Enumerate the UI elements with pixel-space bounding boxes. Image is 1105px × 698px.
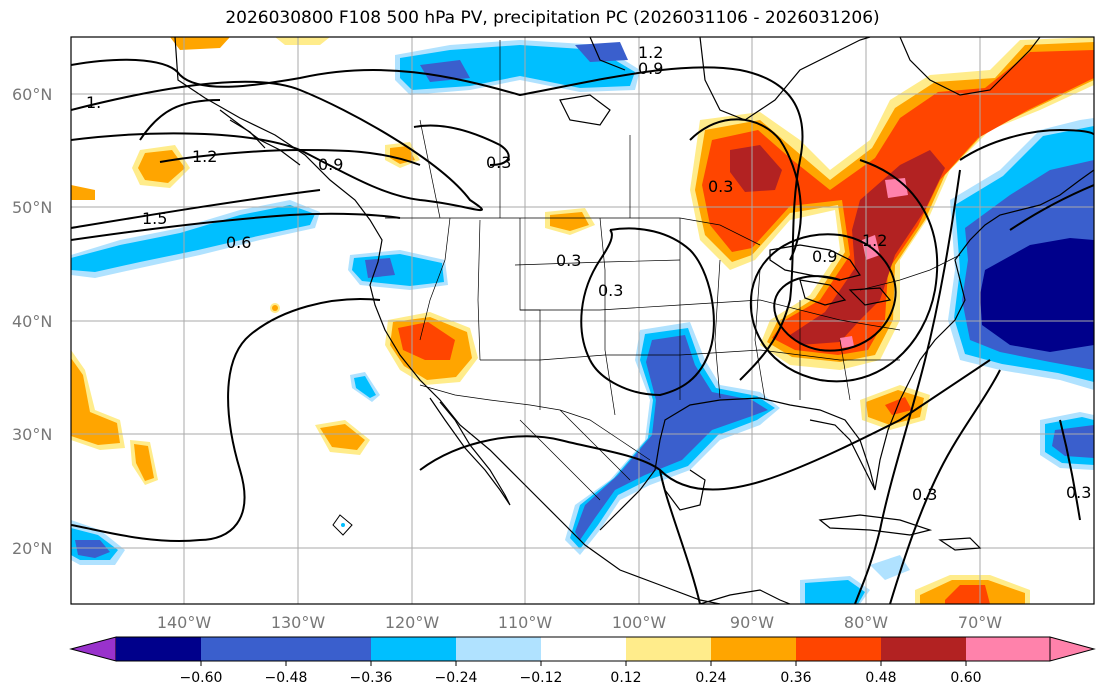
lat-tick-label: 30°N xyxy=(12,425,52,444)
map-title: 2026030800 F108 500 hPa PV, precipitatio… xyxy=(225,8,880,28)
colorbar-label: −0.36 xyxy=(350,670,393,686)
colorbar-extend-high xyxy=(1049,636,1096,662)
contour-label: 0.3 xyxy=(912,485,937,504)
colorbar-segment xyxy=(201,637,286,661)
contour-label: 0.3 xyxy=(708,177,733,196)
map-content: 1.2 0.9 1.2 0.9 0.3 1.5 0.6 0.3 0.3 0.3 … xyxy=(71,37,1094,604)
lon-tick-label: 70°W xyxy=(958,613,1002,632)
contour-label: 1.2 xyxy=(638,43,663,62)
colorbar-segment xyxy=(286,637,371,661)
contour-label: 0.6 xyxy=(226,233,251,252)
lon-tick-label: 140°W xyxy=(157,613,212,632)
colorbar-segment xyxy=(711,637,796,661)
colorbar-segment xyxy=(966,637,1050,661)
positive-anomaly-east xyxy=(690,37,1094,370)
gridlines xyxy=(71,37,1094,604)
contour-label: 0.3 xyxy=(486,153,511,172)
colorbar-label: 0.60 xyxy=(950,670,981,686)
lon-tick-label: 80°W xyxy=(844,613,888,632)
colorbar-segment xyxy=(371,637,456,661)
lat-tick-label: 50°N xyxy=(12,198,52,217)
colorbar-segment xyxy=(541,637,626,661)
colorbar-label: −0.48 xyxy=(265,670,308,686)
contour-label: 1.5 xyxy=(142,209,167,228)
contour-label: 0.9 xyxy=(812,247,837,266)
colorbar-label: −0.24 xyxy=(435,670,478,686)
coastlines xyxy=(174,37,1094,604)
colorbar: −0.60 −0.48 −0.36 −0.24 −0.12 0.12 0.24 … xyxy=(69,636,1096,686)
contour-label: 0.3 xyxy=(1066,483,1091,502)
colorbar-segment xyxy=(456,637,541,661)
negative-anomaly-pacific xyxy=(71,200,320,278)
colorbar-label: 0.48 xyxy=(865,670,896,686)
colorbar-label: −0.60 xyxy=(180,670,223,686)
lon-tick-label: 130°W xyxy=(271,613,326,632)
lat-tick-label: 60°N xyxy=(12,85,52,104)
colorbar-label: 0.36 xyxy=(780,670,811,686)
contour-label: 0.3 xyxy=(598,281,623,300)
colorbar-segment xyxy=(881,637,966,661)
contour-label: 1.2 xyxy=(862,231,887,250)
colorbar-label: 0.12 xyxy=(610,670,641,686)
negative-anomaly-atlantic xyxy=(948,118,1094,390)
lon-tick-label: 110°W xyxy=(498,613,553,632)
colorbar-label: 0.24 xyxy=(695,670,726,686)
contour-label: 0.9 xyxy=(318,155,343,174)
lon-tick-label: 100°W xyxy=(612,613,667,632)
lon-tick-label: 90°W xyxy=(730,613,774,632)
latitude-axis: 20°N 30°N 40°N 50°N 60°N xyxy=(12,85,52,558)
colorbar-extend-low xyxy=(69,636,117,662)
colorbar-segment xyxy=(626,637,711,661)
longitude-axis: 140°W 130°W 120°W 110°W 100°W 90°W 80°W … xyxy=(157,613,1002,632)
pv-contours xyxy=(71,58,1094,604)
positive-anomaly-california xyxy=(385,312,478,385)
map-frame xyxy=(70,36,1095,605)
lat-tick-label: 40°N xyxy=(12,312,52,331)
contour-label: 1. xyxy=(86,93,101,112)
colorbar-segment xyxy=(116,637,201,661)
contour-label: 0.3 xyxy=(556,251,581,270)
contour-labels: 1.2 0.9 1.2 0.9 0.3 1.5 0.6 0.3 0.3 0.3 … xyxy=(86,43,1091,504)
colorbar-segment xyxy=(796,637,881,661)
contour-label: 1.2 xyxy=(192,147,217,166)
contour-label: 0.9 xyxy=(638,59,663,78)
lon-tick-label: 120°W xyxy=(385,613,440,632)
colorbar-label: −0.12 xyxy=(520,670,563,686)
negative-anomaly-mexico xyxy=(565,322,780,555)
lat-tick-label: 20°N xyxy=(12,539,52,558)
